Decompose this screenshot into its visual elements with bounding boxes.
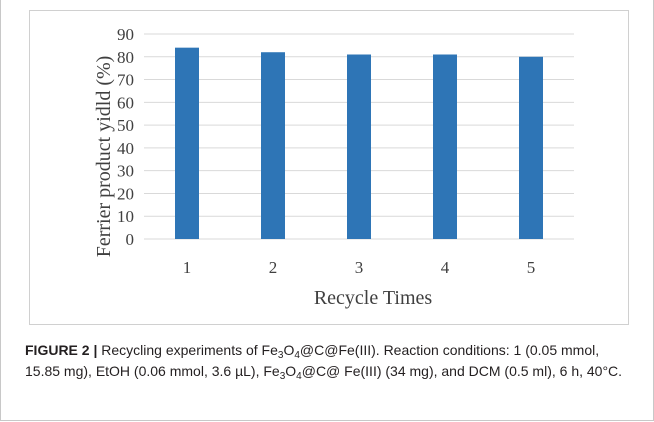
caption-subscript: 3 [279, 371, 286, 382]
caption-text: @C@ Fe(III) (34 mg), and DCM (0.5 ml), 6… [301, 363, 623, 379]
x-tick-label: 1 [183, 258, 192, 277]
chart-area: 0 10 20 30 40 50 60 70 80 90 1 2 3 4 5 Recycle Times Fer… [29, 10, 629, 325]
y-tick-label: 10 [117, 207, 134, 226]
x-tick-label: 4 [441, 258, 450, 277]
caption-subscript: 3 [277, 350, 284, 361]
bar [261, 52, 285, 239]
y-tick-label: 20 [117, 184, 134, 203]
x-tick-label: 3 [355, 258, 364, 277]
x-axis-title: Recycle Times [314, 287, 433, 309]
y-tick-label: 50 [117, 116, 134, 135]
x-tick-label: 5 [527, 258, 536, 277]
caption-subscript: 4 [296, 371, 302, 382]
y-tick-label: 70 [117, 71, 134, 90]
figure-caption: FIGURE 2 | Recycling experiments of Fe3O… [25, 340, 635, 382]
y-tick-label: 90 [117, 25, 134, 44]
y-tick-label: 30 [117, 162, 134, 181]
y-tick-label: 60 [117, 93, 134, 112]
caption-text: @C@Fe(III). Reaction conditions: 1 (0.05… [25, 342, 600, 379]
x-tick-label: 2 [269, 258, 278, 277]
caption-text: O [285, 363, 297, 379]
caption-text: O [283, 342, 295, 358]
caption-label: FIGURE 2 | [25, 342, 98, 358]
bar [519, 56, 543, 240]
caption-subscript: 4 [294, 350, 300, 361]
y-axis-title: Ferrier product yidld (%) [93, 56, 115, 258]
y-tick-label: 0 [126, 230, 135, 249]
y-tick-label: 80 [117, 48, 134, 67]
caption-text: Recycling experiments of Fe [97, 342, 278, 358]
bar [175, 47, 199, 239]
bar [433, 54, 457, 239]
bar-chart: 0 10 20 30 40 50 60 70 80 90 1 2 3 4 5 Recycle Times Fer… [93, 25, 574, 309]
bar [347, 54, 371, 239]
y-tick-label: 40 [117, 139, 134, 158]
